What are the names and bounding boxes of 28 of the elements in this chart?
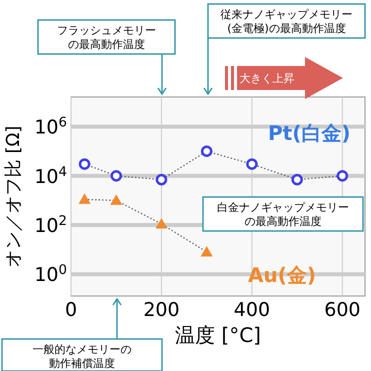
text: フラッシュメモリーの最高動作温度 <box>57 24 156 51</box>
x-axis-title: 温度 [°C] <box>175 323 261 347</box>
point <box>200 145 212 157</box>
series-label: Pt(白金) <box>268 121 350 145</box>
point <box>200 246 213 256</box>
y-tick-label: 10$^{2}$ <box>34 214 67 238</box>
y-tick-label: 10$^{0}$ <box>34 262 67 286</box>
text: 一般的なメモリーの動作補償温度 <box>32 343 132 370</box>
text: 大きく上昇 <box>240 72 294 85</box>
series-label: Au(金) <box>248 263 316 287</box>
x-tick-label: 0 <box>64 299 78 321</box>
point <box>291 174 303 186</box>
point <box>110 170 122 182</box>
x-tick-label: 200 <box>143 299 180 321</box>
text: 従来ナノギャップメモリー(金電極)の最高動作温度 <box>220 8 352 35</box>
point <box>246 158 258 170</box>
x-tick-label: 600 <box>324 299 361 321</box>
annotation: 白金ナノギャップメモリーの最高動作温度 <box>217 201 349 228</box>
y-tick-label: 10$^{4}$ <box>34 164 67 188</box>
y-tick-label: 10$^{6}$ <box>34 115 67 139</box>
point <box>78 193 91 204</box>
x-tick-label: 400 <box>234 299 270 321</box>
point <box>78 158 90 170</box>
point <box>155 218 168 228</box>
point <box>110 194 122 205</box>
point <box>156 174 168 186</box>
y-axis-title: オン／オフ比 [Ω] <box>2 126 24 268</box>
point <box>336 170 348 182</box>
